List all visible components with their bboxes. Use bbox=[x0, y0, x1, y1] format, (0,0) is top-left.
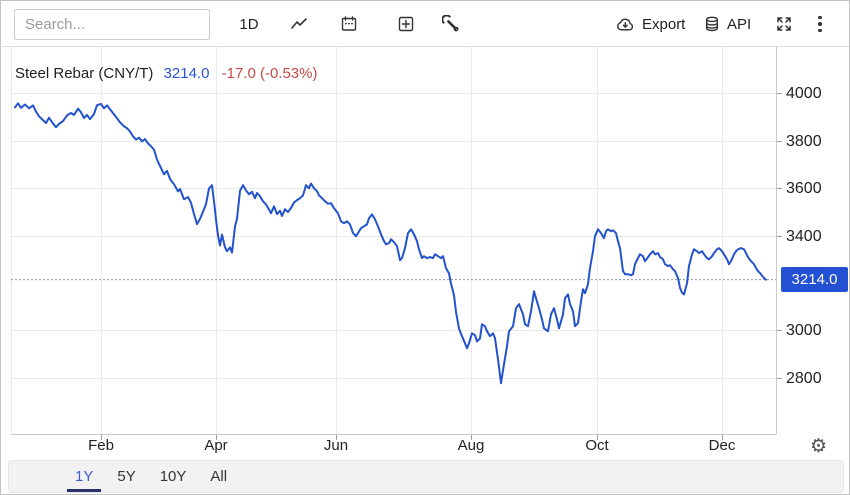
y-axis-label: 4000 bbox=[786, 84, 822, 102]
instrument-legend: Steel Rebar (CNY/T) 3214.0 -17.0 (-0.53%… bbox=[15, 65, 317, 82]
x-axis-label: Oct bbox=[585, 437, 609, 454]
gear-icon[interactable]: ⚙ bbox=[810, 435, 828, 457]
x-axis-label: Aug bbox=[457, 437, 485, 454]
api-label: API bbox=[727, 15, 752, 33]
line-zigzag-icon bbox=[290, 15, 308, 33]
add-panel-button[interactable] bbox=[392, 1, 420, 47]
api-button[interactable]: API bbox=[703, 1, 751, 47]
y-axis-label: 3400 bbox=[786, 227, 822, 245]
interval-button[interactable]: 1D bbox=[235, 1, 263, 47]
export-label: Export bbox=[642, 15, 686, 33]
overflow-menu-button[interactable] bbox=[808, 1, 832, 47]
search-input[interactable] bbox=[14, 9, 210, 40]
database-icon bbox=[703, 15, 721, 33]
y-axis-label: 2800 bbox=[786, 369, 822, 387]
range-tab-bar: 1Y 5Y 10Y All bbox=[8, 460, 844, 493]
plus-square-icon bbox=[397, 15, 415, 33]
y-axis-label: 3000 bbox=[786, 321, 822, 339]
x-axis-label: Apr bbox=[204, 437, 228, 454]
instrument-title: Steel Rebar (CNY/T) bbox=[15, 65, 154, 82]
instrument-change: -17.0 (-0.53%) bbox=[221, 65, 318, 82]
cloud-download-icon bbox=[615, 15, 636, 34]
x-axis-label: Jun bbox=[323, 437, 349, 454]
calendar-button[interactable] bbox=[335, 1, 363, 47]
x-axis-label: Dec bbox=[708, 437, 736, 454]
calendar-icon bbox=[340, 15, 358, 33]
range-tabs: 1Y 5Y 10Y All bbox=[67, 461, 235, 492]
wrench-icon bbox=[442, 15, 460, 33]
range-tab-all[interactable]: All bbox=[202, 461, 235, 492]
chart-type-button[interactable] bbox=[285, 1, 313, 47]
y-axis-label: 3800 bbox=[786, 132, 822, 150]
fullscreen-button[interactable] bbox=[770, 1, 798, 47]
range-tab-10y[interactable]: 10Y bbox=[152, 461, 195, 492]
tools-button[interactable] bbox=[437, 1, 465, 47]
y-axis-label: 3600 bbox=[786, 179, 822, 197]
kebab-menu-icon bbox=[818, 15, 822, 33]
range-tab-1y[interactable]: 1Y bbox=[67, 461, 102, 492]
instrument-price: 3214.0 bbox=[163, 65, 210, 82]
toolbar: 1D bbox=[2, 1, 849, 47]
x-axis-label: Feb bbox=[88, 437, 114, 454]
expand-icon bbox=[775, 15, 793, 33]
current-price-tag: 3214.0 bbox=[781, 267, 848, 293]
export-button[interactable]: Export bbox=[615, 1, 685, 47]
range-tab-5y[interactable]: 5Y bbox=[109, 461, 143, 492]
